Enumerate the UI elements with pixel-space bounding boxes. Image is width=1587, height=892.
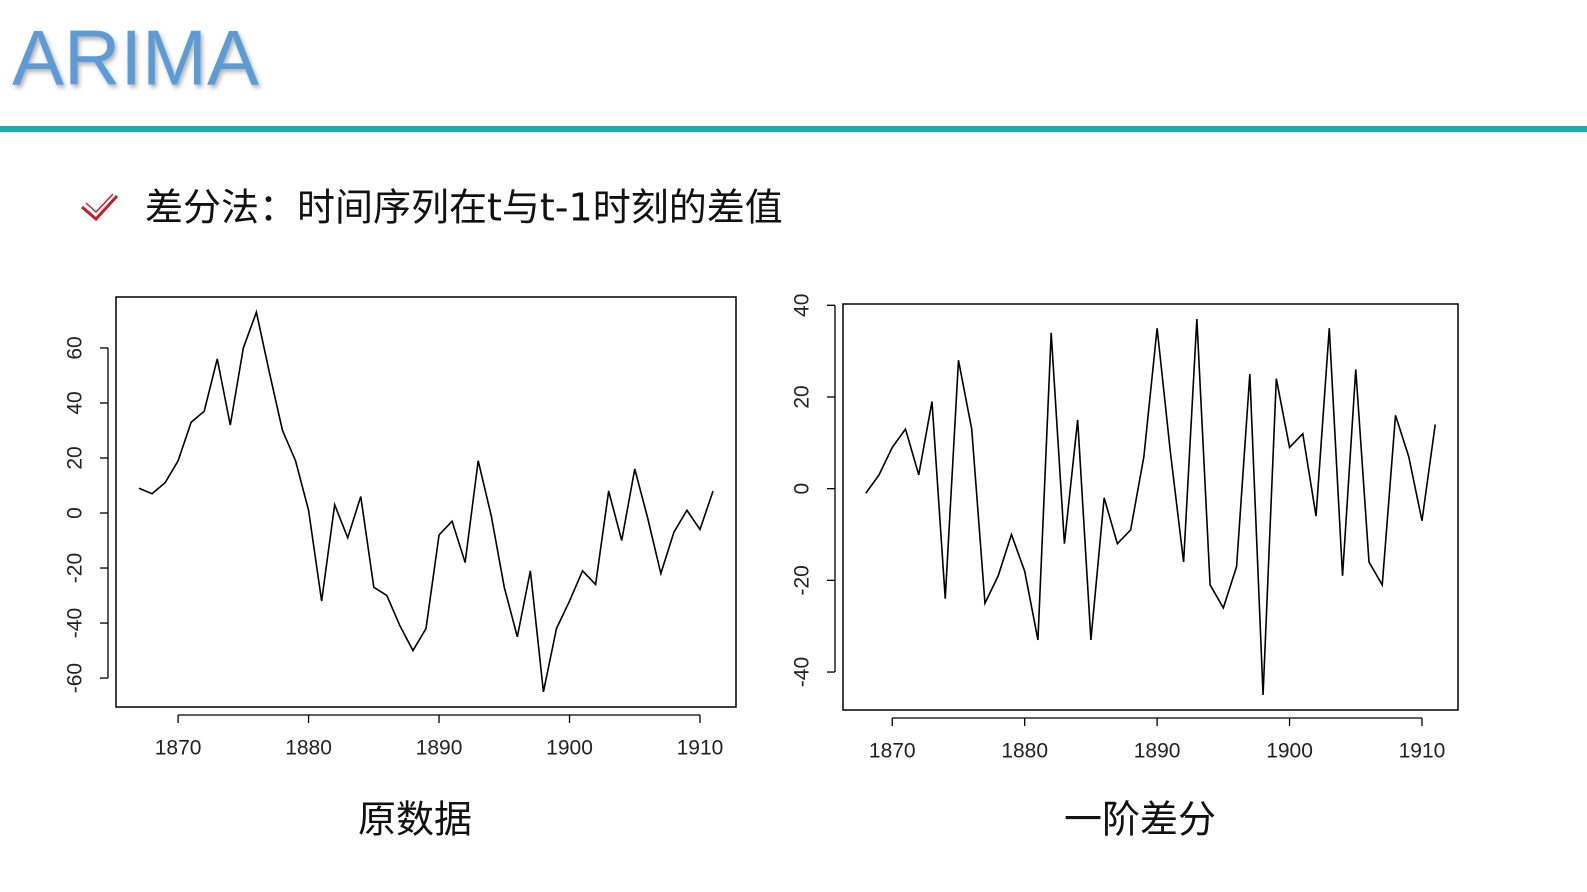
x-tick-label: 1880 — [285, 737, 332, 760]
y-tick-label: 20 — [791, 385, 814, 408]
series-line — [865, 318, 1437, 695]
x-tick-label: 1880 — [1001, 740, 1048, 763]
x-tick-label: 1900 — [1266, 740, 1313, 763]
y-tick-label: -60 — [64, 663, 87, 693]
y-tick-label: 20 — [64, 446, 87, 469]
bullet-text: 差分法：时间序列在t与t-1时刻的差值 — [145, 186, 783, 230]
slide-title: ARIMA — [12, 14, 259, 102]
x-tick-label: 1890 — [416, 737, 463, 760]
x-tick-label: 1900 — [546, 737, 593, 760]
y-tick-label: -40 — [64, 608, 87, 638]
check-icon-inner — [85, 193, 114, 214]
title-rule — [0, 126, 1587, 132]
y-tick-label: -20 — [791, 565, 814, 595]
y-tick-label: 40 — [64, 391, 87, 414]
plot-frame — [115, 296, 737, 708]
y-tick-label: -20 — [64, 553, 87, 583]
plot-frame — [842, 303, 1459, 711]
y-tick-label: 40 — [791, 294, 814, 317]
series-line — [138, 309, 714, 692]
y-tick-label: 0 — [64, 507, 87, 519]
x-tick-label: 1870 — [155, 737, 202, 760]
y-tick-label: -40 — [791, 657, 814, 687]
y-tick-label: 0 — [791, 483, 814, 495]
x-tick-label: 1870 — [869, 740, 916, 763]
y-tick-label: 60 — [64, 336, 87, 359]
check-icon — [81, 194, 119, 222]
chart-caption: 一阶差分 — [1064, 798, 1216, 842]
x-tick-label: 1910 — [677, 737, 724, 760]
x-tick-label: 1910 — [1399, 740, 1446, 763]
chart-caption: 原数据 — [358, 798, 472, 842]
x-tick-label: 1890 — [1134, 740, 1181, 763]
